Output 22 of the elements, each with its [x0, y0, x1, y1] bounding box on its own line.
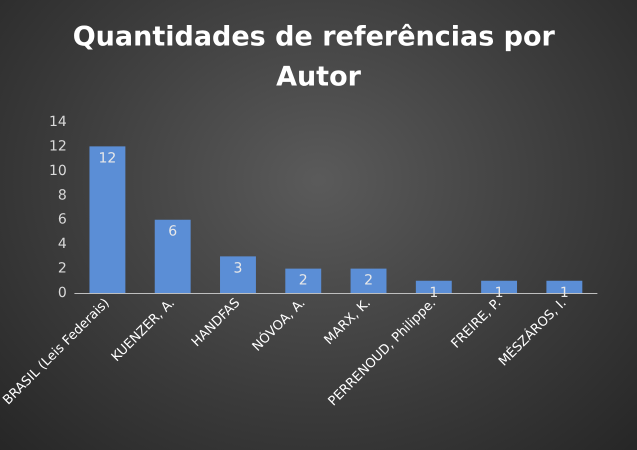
bar — [89, 146, 126, 293]
bar — [350, 268, 386, 293]
bar — [220, 256, 256, 293]
data-label: 1 — [560, 284, 569, 301]
data-label: 3 — [234, 260, 242, 276]
data-label: 6 — [168, 224, 178, 240]
y-tick-label: 6 — [58, 212, 67, 228]
y-tick-label: 4 — [58, 236, 67, 252]
chart-title: Quantidades de referências por Autor — [72, 22, 564, 92]
y-tick-label: 10 — [48, 162, 67, 179]
bar — [154, 220, 191, 293]
y-tick-label: 8 — [58, 187, 67, 204]
y-tick-label: 14 — [48, 114, 67, 130]
y-tick-label: 2 — [58, 260, 67, 277]
data-label: 12 — [98, 150, 116, 166]
data-label: 2 — [364, 272, 373, 289]
data-label: 2 — [298, 272, 308, 289]
y-tick-label: 12 — [48, 138, 67, 154]
bar — [285, 268, 322, 293]
data-label: 1 — [494, 284, 504, 301]
y-tick-label: 0 — [58, 285, 67, 301]
data-label: 1 — [429, 284, 438, 301]
